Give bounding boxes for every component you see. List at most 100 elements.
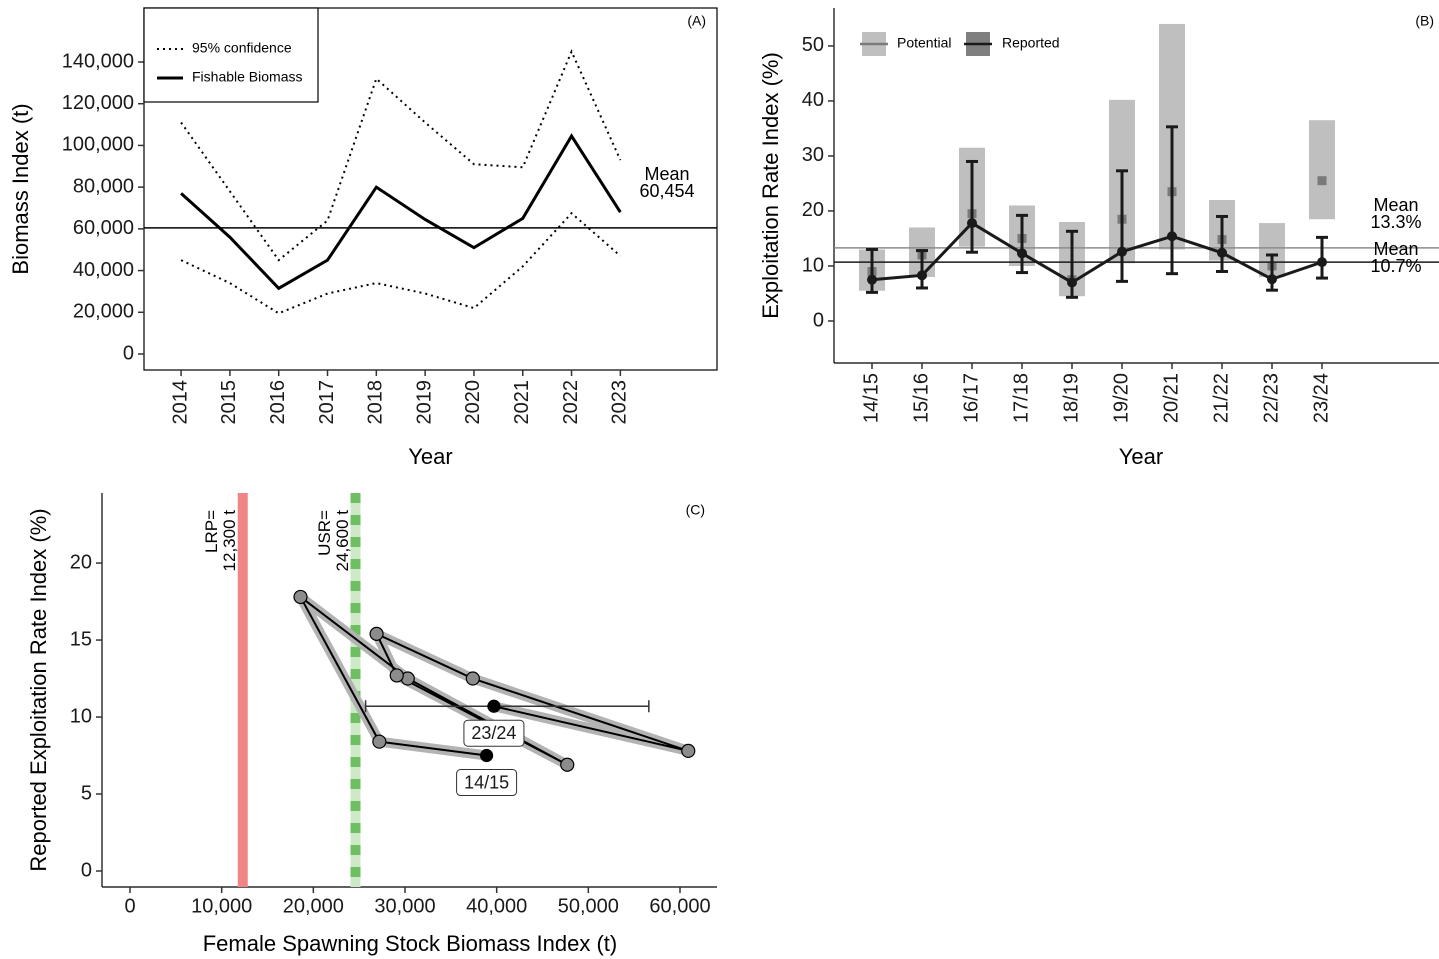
x-tick-label: 2016: [267, 380, 289, 425]
point: [389, 668, 404, 683]
y-tick-label: 0: [813, 309, 824, 331]
legend-label: Reported: [1002, 35, 1060, 51]
point-label-box: [456, 769, 518, 797]
point: [487, 699, 501, 713]
point: [293, 589, 308, 605]
point: [560, 757, 575, 772]
reported-point: [967, 218, 977, 229]
y-tick-label: 20,000: [73, 301, 134, 323]
y-tick-label: 40: [802, 89, 824, 111]
x-tick-label: 2014: [169, 380, 191, 425]
x-tick-label: 22/23: [1260, 373, 1282, 423]
point-label: 23/24: [471, 723, 516, 743]
x-tick-label: 18/19: [1060, 373, 1082, 423]
panel-label: (C): [686, 502, 705, 518]
x-tick-label: 2018: [365, 380, 387, 425]
point-label-box: [463, 719, 525, 747]
reference-name: USR=: [315, 510, 334, 556]
legend-box: [143, 7, 319, 103]
reported-point: [1217, 247, 1227, 258]
x-axis-title: Year: [1119, 444, 1163, 469]
x-tick-label: 17/18: [1010, 373, 1032, 423]
x-tick-label: 20/21: [1160, 373, 1182, 423]
x-tick-label: 50,000: [558, 895, 619, 917]
point: [372, 734, 387, 749]
x-tick-label: 40,000: [466, 895, 527, 917]
mean-label: Mean: [1373, 195, 1418, 215]
x-tick-label: 2017: [316, 380, 338, 425]
mean-label: Mean: [644, 164, 689, 184]
x-tick-label: 19/20: [1110, 373, 1132, 423]
reference-value: 12,300 t: [220, 510, 239, 572]
x-tick-label: 20,000: [283, 895, 344, 917]
reference-name: LRP=: [202, 510, 221, 553]
point: [465, 671, 480, 686]
y-tick-label: 30: [802, 144, 824, 166]
reported-point: [1117, 246, 1127, 257]
x-tick-label: 15/16: [910, 373, 932, 423]
x-tick-label: 10,000: [191, 895, 252, 917]
mean-value: 60,454: [639, 181, 694, 201]
x-tick-label: 2021: [511, 380, 533, 425]
y-tick-label: 140,000: [62, 50, 134, 72]
y-tick-label: 100,000: [62, 134, 134, 156]
panel-label: (A): [687, 13, 706, 29]
x-tick-label: 0: [124, 895, 135, 917]
series-line: [180, 211, 622, 315]
series-line: [180, 133, 622, 291]
x-tick-label: 21/22: [1210, 373, 1232, 423]
plot-frame: [143, 7, 718, 371]
potential-range: [1309, 120, 1335, 220]
y-tick-label: 0: [81, 859, 92, 881]
y-tick-label: 10: [70, 705, 92, 727]
x-tick-label: 2023: [609, 380, 631, 425]
reference-value: 24,600 t: [333, 510, 352, 572]
reported-point: [867, 274, 877, 285]
x-tick-label: 30,000: [374, 895, 435, 917]
potential-point: [1317, 176, 1327, 186]
point: [369, 626, 384, 641]
x-axis-title: Year: [408, 444, 452, 469]
point: [479, 748, 494, 763]
legend-label: 95% confidence: [192, 40, 292, 56]
mean-value: 13.3%: [1370, 212, 1421, 232]
y-tick-label: 15: [70, 628, 92, 650]
x-tick-label: 2020: [462, 380, 484, 425]
x-tick-label: 23/24: [1310, 373, 1332, 423]
y-axis-title: Biomass Index (t): [8, 103, 33, 274]
x-tick-label: 14/15: [860, 373, 882, 423]
series-line: [180, 49, 622, 262]
x-tick-label: 2022: [560, 380, 582, 425]
reported-line: [871, 221, 1323, 285]
y-tick-label: 20: [70, 551, 92, 573]
panel-label: (B): [1415, 13, 1434, 29]
reported-point: [1067, 277, 1077, 288]
reported-point: [1017, 248, 1027, 259]
y-tick-label: 10: [802, 254, 824, 276]
legend-label: Potential: [897, 35, 951, 51]
y-tick-label: 5: [81, 782, 92, 804]
point-label: 14/15: [464, 772, 509, 792]
y-tick-label: 0: [123, 342, 134, 364]
reported-point: [917, 270, 927, 281]
reported-point: [1267, 274, 1277, 285]
y-tick-label: 120,000: [62, 92, 134, 114]
mean-label: Mean: [1373, 239, 1418, 259]
y-tick-label: 50: [802, 34, 824, 56]
legend-label: Fishable Biomass: [192, 69, 303, 85]
x-tick-label: 2015: [218, 380, 240, 425]
y-axis-title: Reported Exploitation Rate Index (%): [26, 508, 51, 871]
y-axis-title: Exploitation Rate Index (%): [758, 52, 783, 319]
y-tick-label: 40,000: [73, 259, 134, 281]
reported-point: [1167, 231, 1177, 242]
y-tick-label: 60,000: [73, 217, 134, 239]
x-axis-title: Female Spawning Stock Biomass Index (t): [203, 931, 618, 956]
x-tick-label: 16/17: [960, 373, 982, 423]
x-tick-label: 60,000: [649, 895, 710, 917]
y-tick-label: 80,000: [73, 175, 134, 197]
mean-value: 10.7%: [1370, 256, 1421, 276]
x-tick-label: 2019: [413, 380, 435, 425]
point: [681, 743, 696, 758]
y-tick-label: 20: [802, 199, 824, 221]
